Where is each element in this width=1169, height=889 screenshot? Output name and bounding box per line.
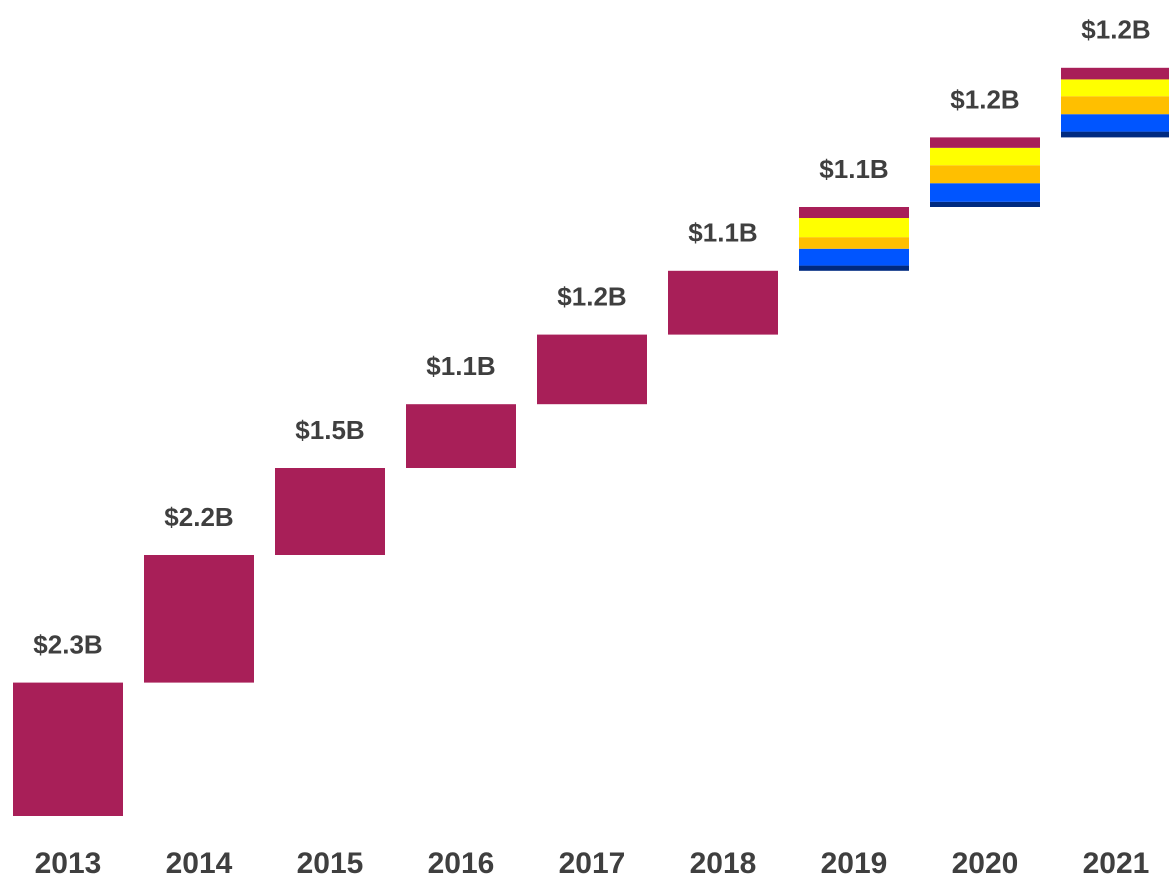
bar-segment [1061, 114, 1169, 132]
bar-segment [799, 218, 909, 238]
bar-segment [799, 248, 909, 266]
x-tick-label: 2016 [428, 847, 495, 880]
bar-segment [930, 183, 1040, 202]
x-tick-label: 2013 [35, 847, 102, 880]
x-tick-label: 2015 [297, 847, 364, 880]
bar-segment [799, 207, 909, 219]
bar-segment [537, 334, 647, 405]
x-tick-label: 2018 [690, 847, 757, 880]
bar-segment [930, 201, 1040, 207]
bar-segment [1061, 96, 1169, 115]
bar-segment [930, 147, 1040, 166]
bar-segment [406, 404, 516, 468]
x-tick-label: 2020 [952, 847, 1019, 880]
bar-segment [799, 237, 909, 249]
x-tick-label: 2019 [821, 847, 888, 880]
value-label: $2.2B [164, 502, 233, 532]
bar-segment [1061, 131, 1169, 138]
x-tick-label: 2017 [559, 847, 626, 880]
bar-segment [799, 265, 909, 271]
value-label: $1.2B [950, 84, 1019, 114]
bar-segment [930, 165, 1040, 184]
value-label: $1.1B [426, 351, 495, 381]
bar-segment [13, 682, 123, 816]
bar-segment [144, 555, 254, 683]
bar-segment [1061, 79, 1169, 97]
bar-segment [668, 270, 778, 335]
value-label: $1.5B [295, 415, 364, 445]
value-label: $1.1B [688, 218, 757, 248]
value-label: $2.3B [33, 629, 102, 659]
bar-segment [1061, 67, 1169, 80]
bar-segment [930, 137, 1040, 148]
x-tick-label: 2014 [166, 847, 233, 880]
bar-segment [275, 468, 385, 555]
value-label: $1.2B [557, 281, 626, 311]
value-label: $1.2B [1081, 15, 1150, 45]
value-label: $1.1B [819, 154, 888, 184]
x-tick-label: 2021 [1083, 847, 1150, 880]
